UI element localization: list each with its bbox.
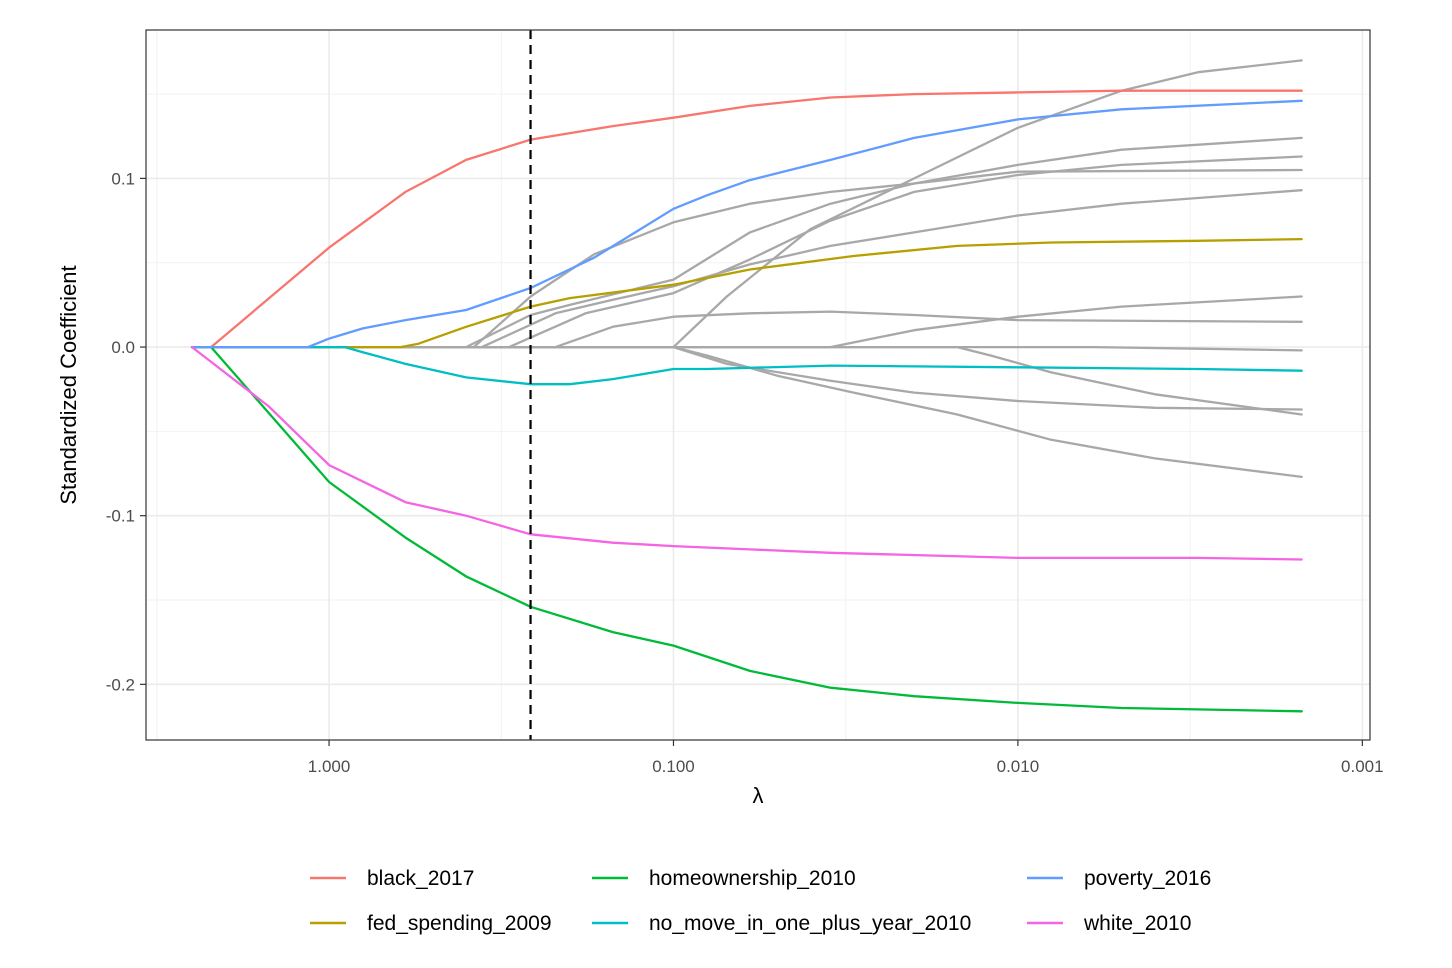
unlabeled-coefficient-paths: [190, 59, 1303, 479]
legend-item-black_2017: black_2017: [310, 867, 474, 890]
x-tick-label: 0.010: [997, 757, 1040, 776]
x-tick-label: 1.000: [308, 757, 351, 776]
labeled-coefficient-paths: [190, 89, 1303, 713]
series-line-poverty_2016: [190, 99, 1303, 349]
series-line-no_move_in_one_plus_year_2010: [190, 345, 1303, 386]
legend-item-poverty_2016: poverty_2016: [1027, 867, 1211, 890]
legend: black_2017 fed_spending_2009 homeownership…: [310, 867, 1211, 935]
y-tick-label: -0.2: [106, 675, 135, 694]
series-line-gray: [190, 310, 1303, 349]
y-tick-label: 0.1: [111, 169, 135, 188]
legend-item-homeownership_2010: homeownership_2010: [592, 867, 856, 890]
legend-label: black_2017: [367, 867, 474, 890]
legend-label: poverty_2016: [1084, 867, 1211, 890]
series-line-white_2010: [190, 345, 1303, 561]
series-line-gray: [190, 345, 1303, 352]
major-gridlines: [146, 30, 1370, 740]
panel-border: [145, 29, 1371, 741]
series-line-gray: [190, 155, 1303, 349]
legend-item-white_2010: white_2010: [1027, 912, 1191, 935]
series-line-black_2017: [209, 89, 1303, 349]
legend-label: fed_spending_2009: [367, 912, 552, 935]
x-tick-label: 0.001: [1341, 757, 1384, 776]
series-line-fed_spending_2009: [190, 237, 1303, 349]
legend-label: no_move_in_one_plus_year_2010: [649, 912, 971, 935]
series-line-homeownership_2010: [209, 345, 1303, 713]
y-tick-label: -0.1: [106, 507, 135, 526]
legend-item-fed_spending_2009: fed_spending_2009: [310, 912, 552, 935]
x-axis-ticks: 1.000 0.100 0.010 0.001: [308, 740, 1384, 776]
y-axis-ticks: -0.2 -0.1 0.0 0.1: [106, 169, 146, 694]
legend-label: homeownership_2010: [649, 867, 856, 890]
series-line-gray: [190, 59, 1303, 349]
series-line-gray: [190, 189, 1303, 349]
x-tick-label: 0.100: [652, 757, 695, 776]
y-axis-title: Standardized Coefficient: [56, 265, 81, 504]
legend-item-no_move_in_one_plus_year_2010: no_move_in_one_plus_year_2010: [592, 912, 971, 935]
series-line-gray: [190, 168, 1303, 349]
series-line-gray: [190, 136, 1303, 349]
legend-label: white_2010: [1083, 912, 1191, 935]
x-axis-title: λ: [753, 783, 764, 808]
y-tick-label: 0.0: [111, 338, 135, 357]
series-line-gray: [190, 345, 1303, 411]
